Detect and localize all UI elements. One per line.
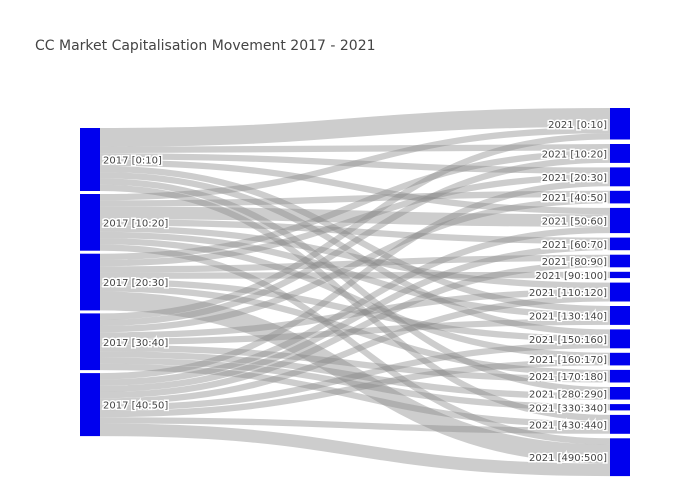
target-label-2021-150-160: 2021 [150:160] bbox=[529, 335, 607, 346]
link-2017-10-20-to-2021-160-170 bbox=[99, 238, 611, 360]
target-node-2021-150-160 bbox=[610, 329, 630, 349]
link-2017-20-30-to-2021-20-30 bbox=[99, 173, 611, 267]
link-2017-10-20-to-2021-490-500 bbox=[99, 244, 611, 445]
target-label-2021-430-440: 2021 [430:440] bbox=[529, 420, 607, 431]
target-label-2021-20-30: 2021 [20:30] bbox=[542, 173, 607, 184]
link-2017-10-20-to-2021-40-50 bbox=[99, 190, 611, 207]
target-label-2021-160-170: 2021 [160:170] bbox=[529, 355, 607, 366]
link-2017-30-40-to-2021-40-50 bbox=[99, 197, 611, 333]
chart-title: CC Market Capitalisation Movement 2017 -… bbox=[35, 38, 376, 54]
target-label-2021-490-500: 2021 [490:500] bbox=[529, 453, 607, 464]
link-2017-30-40-to-2021-0-10 bbox=[99, 133, 611, 320]
source-node-2017-0-10 bbox=[80, 128, 100, 191]
link-2017-0-10-to-2021-10-20 bbox=[99, 144, 611, 154]
labels-layer: 2017 [0:10] 2017 [10:20] 2017 [20:30] 2017 … bbox=[102, 118, 609, 465]
target-node-2021-60-70 bbox=[610, 237, 630, 251]
target-node-2021-430-440 bbox=[610, 414, 630, 434]
target-node-2021-90-100 bbox=[610, 271, 630, 279]
source-label-2017-20-30: 2017 [20:30] bbox=[103, 278, 168, 289]
source-node-2017-20-30 bbox=[80, 253, 100, 311]
target-label-2021-10-20: 2021 [10:20] bbox=[542, 149, 607, 160]
source-node-2017-40-50 bbox=[80, 373, 100, 437]
link-2017-20-30-to-2021-10-20 bbox=[99, 150, 611, 260]
target-label-2021-170-180: 2021 [170:180] bbox=[529, 372, 607, 383]
target-label-2021-60-70: 2021 [60:70] bbox=[542, 240, 607, 251]
link-2017-40-50-to-2021-150-160 bbox=[99, 342, 611, 411]
target-node-2021-160-170 bbox=[610, 352, 630, 366]
link-2017-20-30-to-2021-490-500 bbox=[99, 291, 611, 464]
link-2017-20-30-to-2021-150-160 bbox=[99, 278, 611, 342]
link-2017-0-10-to-2021-0-10 bbox=[99, 108, 611, 147]
link-2017-10-20-to-2021-0-10 bbox=[99, 126, 611, 201]
link-2017-30-40-to-2021-110-120 bbox=[99, 288, 611, 339]
target-node-2021-280-290 bbox=[610, 387, 630, 400]
link-2017-30-40-to-2021-430-440 bbox=[99, 363, 611, 428]
source-label-2017-30-40: 2017 [30:40] bbox=[103, 338, 168, 349]
nodes-layer bbox=[80, 108, 630, 477]
link-2017-40-50-to-2021-80-90 bbox=[99, 261, 611, 399]
link-2017-0-10-to-2021-430-440 bbox=[99, 184, 611, 422]
source-label-2017-0-10: 2017 [0:10] bbox=[103, 156, 162, 167]
link-2017-40-50-to-2021-490-500 bbox=[99, 423, 611, 477]
target-node-2021-330-340 bbox=[610, 404, 630, 411]
link-2017-0-10-to-2021-280-290 bbox=[99, 178, 611, 394]
links-layer bbox=[99, 108, 611, 477]
target-label-2021-50-60: 2021 [50:60] bbox=[542, 217, 607, 228]
link-2017-40-50-to-2021-430-440 bbox=[99, 417, 611, 434]
link-2017-10-20-to-2021-130-140 bbox=[99, 231, 611, 319]
link-2017-40-50-to-2021-160-170 bbox=[99, 359, 611, 418]
link-2017-40-50-to-2021-50-60 bbox=[99, 226, 611, 386]
link-2017-30-40-to-2021-10-20 bbox=[99, 156, 611, 326]
link-2017-40-50-to-2021-60-70 bbox=[99, 243, 611, 392]
target-node-2021-10-20 bbox=[610, 144, 630, 163]
link-2017-10-20-to-2021-60-70 bbox=[99, 219, 611, 244]
source-node-2017-30-40 bbox=[80, 313, 100, 371]
link-2017-20-30-to-2021-90-100 bbox=[99, 271, 611, 279]
target-label-2021-280-290: 2021 [280:290] bbox=[529, 389, 607, 400]
target-node-2021-0-10 bbox=[610, 108, 630, 140]
link-2017-0-10-to-2021-20-30 bbox=[99, 153, 611, 174]
link-2017-40-50-to-2021-20-30 bbox=[99, 180, 611, 380]
link-2017-10-20-to-2021-110-120 bbox=[99, 225, 611, 289]
target-node-2021-110-120 bbox=[610, 282, 630, 302]
link-2017-0-10-to-2021-150-160 bbox=[99, 172, 611, 336]
link-2017-10-20-to-2021-50-60 bbox=[99, 206, 611, 227]
link-2017-30-40-to-2021-280-290 bbox=[99, 351, 611, 400]
target-label-2021-0-10: 2021 [0:10] bbox=[548, 120, 607, 131]
target-label-2021-130-140: 2021 [130:140] bbox=[529, 311, 607, 322]
target-node-2021-20-30 bbox=[610, 167, 630, 187]
link-2017-0-10-to-2021-130-140 bbox=[99, 165, 611, 313]
link-2017-20-30-to-2021-170-180 bbox=[99, 285, 611, 377]
target-label-2021-40-50: 2021 [40:50] bbox=[542, 193, 607, 204]
target-label-2021-330-340: 2021 [330:340] bbox=[529, 403, 607, 414]
target-node-2021-490-500 bbox=[610, 438, 630, 477]
link-2017-20-30-to-2021-80-90 bbox=[99, 254, 611, 273]
target-node-2021-80-90 bbox=[610, 254, 630, 268]
source-label-2017-40-50: 2017 [40:50] bbox=[103, 401, 168, 412]
link-2017-30-40-to-2021-170-180 bbox=[99, 344, 611, 383]
source-node-2017-10-20 bbox=[80, 194, 100, 251]
target-node-2021-40-50 bbox=[610, 190, 630, 204]
target-node-2021-130-140 bbox=[610, 306, 630, 325]
link-2017-40-50-to-2021-110-120 bbox=[99, 295, 611, 405]
link-2017-30-40-to-2021-330-340 bbox=[99, 357, 611, 411]
source-label-2017-10-20: 2017 [10:20] bbox=[103, 218, 168, 229]
link-2017-30-40-to-2021-130-140 bbox=[99, 318, 611, 345]
target-node-2021-170-180 bbox=[610, 369, 630, 383]
target-node-2021-50-60 bbox=[610, 207, 630, 234]
target-label-2021-80-90: 2021 [80:90] bbox=[542, 257, 607, 268]
link-2017-0-10-to-2021-50-60 bbox=[99, 159, 611, 215]
target-label-2021-90-100: 2021 [90:100] bbox=[535, 271, 607, 282]
target-label-2021-110-120: 2021 [110:120] bbox=[529, 288, 607, 299]
